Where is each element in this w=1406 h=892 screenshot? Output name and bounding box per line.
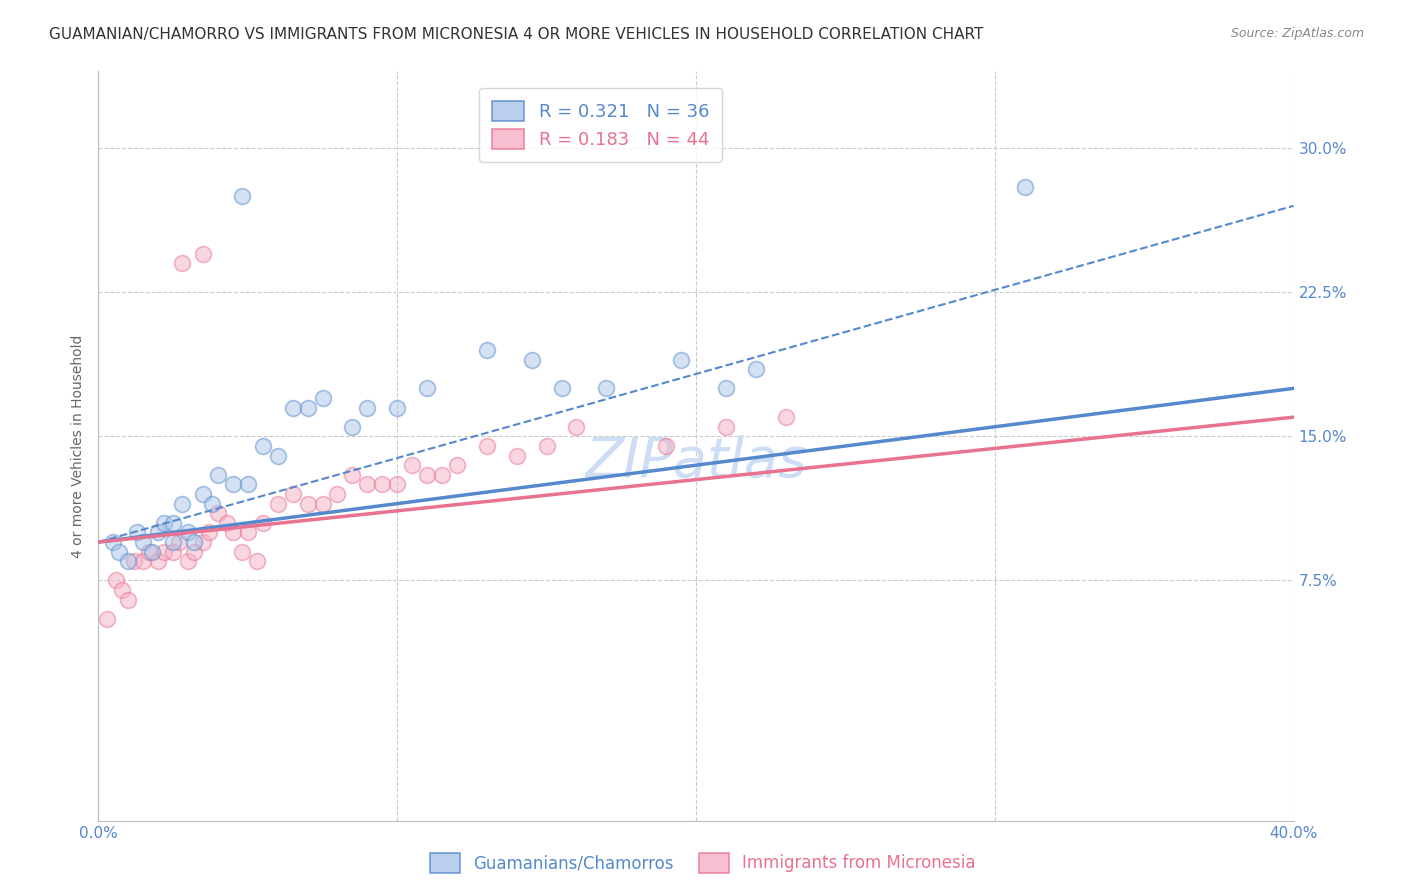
Point: [475, 343, 498, 357]
Point: [520, 352, 543, 367]
Point: [201, 497, 224, 511]
Point: [281, 487, 304, 501]
Point: [141, 544, 163, 558]
Point: [745, 362, 768, 376]
Point: [385, 477, 409, 491]
Point: [281, 401, 304, 415]
Point: [385, 401, 409, 415]
Point: [167, 535, 190, 549]
Point: [162, 544, 184, 558]
Point: [775, 410, 797, 425]
Point: [714, 381, 737, 395]
Point: [162, 516, 184, 530]
Point: [475, 439, 498, 453]
Point: [669, 352, 692, 367]
Point: [148, 554, 170, 568]
Point: [326, 487, 349, 501]
Legend: R = 0.321   N = 36, R = 0.183   N = 44: R = 0.321 N = 36, R = 0.183 N = 44: [479, 88, 721, 162]
Point: [231, 544, 253, 558]
Point: [153, 516, 176, 530]
Point: [565, 419, 588, 434]
Point: [267, 449, 290, 463]
Point: [356, 401, 378, 415]
Point: [311, 391, 333, 405]
Point: [714, 419, 737, 434]
Point: [297, 401, 319, 415]
Point: [246, 554, 269, 568]
Point: [267, 497, 290, 511]
Point: [132, 554, 155, 568]
Point: [117, 592, 139, 607]
Point: [177, 554, 200, 568]
Point: [655, 439, 678, 453]
Text: Source: ZipAtlas.com: Source: ZipAtlas.com: [1230, 27, 1364, 40]
Point: [401, 458, 423, 473]
Text: GUAMANIAN/CHAMORRO VS IMMIGRANTS FROM MICRONESIA 4 OR MORE VEHICLES IN HOUSEHOLD: GUAMANIAN/CHAMORRO VS IMMIGRANTS FROM MI…: [49, 27, 984, 42]
Point: [536, 439, 558, 453]
Point: [236, 525, 259, 540]
Point: [127, 525, 149, 540]
Point: [148, 525, 170, 540]
Point: [595, 381, 617, 395]
Point: [108, 544, 131, 558]
Point: [371, 477, 394, 491]
Point: [105, 574, 128, 588]
Point: [236, 477, 259, 491]
Point: [207, 506, 229, 520]
Point: [117, 554, 139, 568]
Point: [138, 544, 160, 558]
Text: ZIPatlas: ZIPatlas: [585, 434, 807, 488]
Point: [207, 467, 229, 482]
Point: [297, 497, 319, 511]
Point: [252, 516, 274, 530]
Point: [342, 467, 364, 482]
Point: [183, 544, 205, 558]
Point: [416, 381, 439, 395]
Point: [96, 612, 118, 626]
Point: [356, 477, 378, 491]
Point: [191, 247, 214, 261]
Point: [342, 419, 364, 434]
Point: [222, 477, 245, 491]
Point: [111, 583, 134, 598]
Point: [222, 525, 245, 540]
Point: [191, 487, 214, 501]
Point: [172, 256, 194, 270]
Point: [103, 535, 125, 549]
Point: [198, 525, 221, 540]
Point: [231, 189, 253, 203]
Point: [416, 467, 439, 482]
Point: [430, 467, 453, 482]
Point: [506, 449, 529, 463]
Point: [183, 535, 205, 549]
Point: [124, 554, 146, 568]
Point: [177, 525, 200, 540]
Point: [153, 544, 176, 558]
Y-axis label: 4 or more Vehicles in Household: 4 or more Vehicles in Household: [70, 334, 84, 558]
Point: [1014, 179, 1036, 194]
Point: [172, 497, 194, 511]
Point: [191, 535, 214, 549]
Point: [132, 535, 155, 549]
Point: [550, 381, 572, 395]
Point: [446, 458, 468, 473]
Legend: Guamanians/Chamorros, Immigrants from Micronesia: Guamanians/Chamorros, Immigrants from Mi…: [423, 847, 983, 880]
Point: [311, 497, 333, 511]
Point: [215, 516, 238, 530]
Point: [162, 535, 184, 549]
Point: [252, 439, 274, 453]
